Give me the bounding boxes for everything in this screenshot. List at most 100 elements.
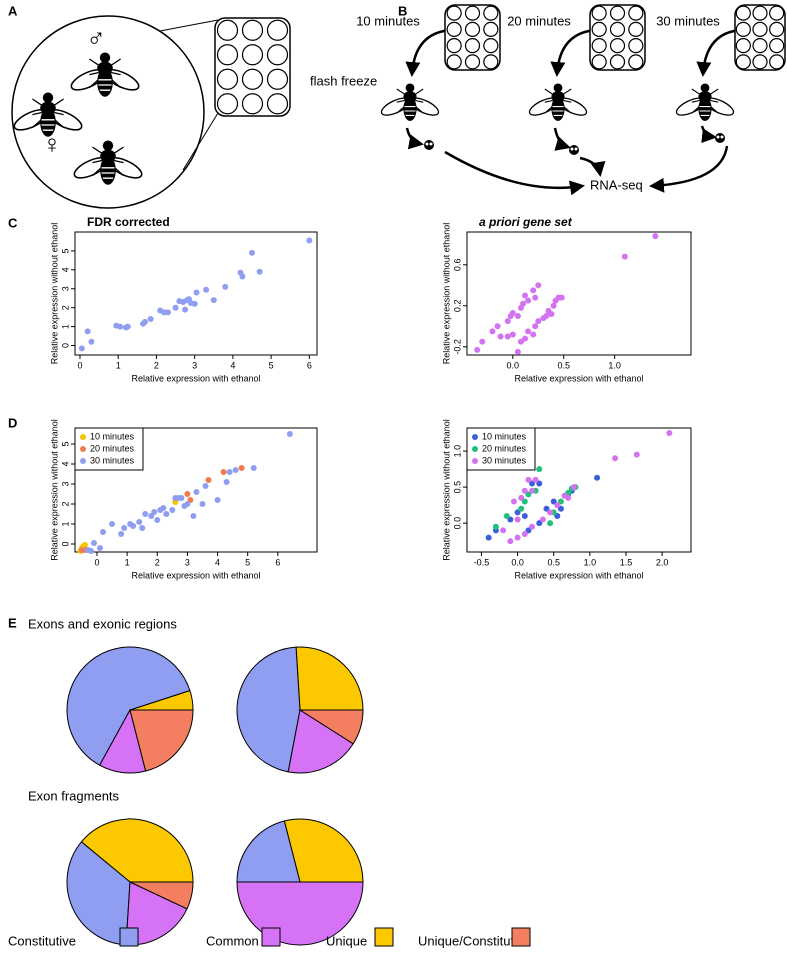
point xyxy=(163,511,170,517)
plate-body xyxy=(589,4,646,71)
point xyxy=(652,233,659,240)
plate-well xyxy=(609,38,626,54)
y-tick-label: 4 xyxy=(60,461,70,466)
x-tick-label: 2 xyxy=(155,557,160,567)
eye xyxy=(720,135,724,139)
plate-well xyxy=(241,19,264,41)
plate-well xyxy=(483,54,499,70)
x-tick-label: -0.5 xyxy=(474,557,490,567)
plate xyxy=(214,17,291,117)
y-axis-label: Relative expression without ethanol xyxy=(49,223,59,365)
fly-thorax xyxy=(403,91,417,103)
panel-label: D xyxy=(8,415,17,430)
point xyxy=(530,331,537,338)
point xyxy=(504,318,511,325)
point xyxy=(202,483,209,489)
plate-well xyxy=(216,44,239,66)
x-tick-label: 5 xyxy=(245,557,250,567)
plate-well xyxy=(752,21,768,37)
fly-head xyxy=(700,83,710,93)
head xyxy=(569,145,579,155)
point xyxy=(190,513,197,519)
pie-slice xyxy=(129,709,194,772)
plate-well xyxy=(735,54,751,70)
chart-title: a priori gene set xyxy=(479,215,573,229)
pie-chart: Exons and exonic regions xyxy=(28,616,194,774)
y-axis-label: Relative expression without ethanol xyxy=(441,223,451,365)
point xyxy=(514,313,521,320)
point xyxy=(547,509,554,516)
legend-swatch xyxy=(119,927,139,947)
legend-label: 30 minutes xyxy=(482,455,527,465)
point xyxy=(205,477,212,483)
plate-well xyxy=(216,19,239,41)
point xyxy=(87,548,94,554)
magnifier xyxy=(11,15,205,209)
fly-body xyxy=(97,68,113,97)
point xyxy=(193,489,200,495)
time-label: 20 minutes xyxy=(507,13,571,28)
panel-label: A xyxy=(8,3,18,18)
x-tick-label: 2 xyxy=(154,360,159,370)
point xyxy=(521,512,528,519)
point xyxy=(525,297,532,304)
fly-stripes xyxy=(404,106,416,116)
fly-icon xyxy=(73,140,143,185)
pie-slice xyxy=(295,646,364,711)
plate-well xyxy=(483,5,499,21)
y-tick-label: 2 xyxy=(60,501,70,506)
plot-frame xyxy=(74,427,318,553)
point xyxy=(154,517,161,523)
point xyxy=(550,302,557,309)
eye xyxy=(425,142,429,146)
x-tick-label: 6 xyxy=(275,557,280,567)
point xyxy=(539,516,546,523)
y-tick-label: 4 xyxy=(60,267,70,272)
point xyxy=(118,531,125,537)
x-tick-label: 0 xyxy=(77,360,82,370)
y-tick-label: 1 xyxy=(60,324,70,329)
y-tick-label: 3 xyxy=(60,286,70,291)
fly-head xyxy=(99,52,111,63)
plot-frame xyxy=(466,427,692,553)
rna-seq-label: RNA-seq xyxy=(590,177,643,192)
x-tick-label: 0.0 xyxy=(511,557,524,567)
plate-well xyxy=(464,38,481,54)
point xyxy=(503,512,510,519)
fly-head xyxy=(102,140,114,151)
fly-thorax xyxy=(97,61,113,75)
legend-label: 20 minutes xyxy=(90,443,135,453)
x-tick-label: 0.5 xyxy=(547,557,560,567)
point xyxy=(525,476,532,483)
pie-row-title: Exons and exonic regions xyxy=(28,616,177,631)
legend-box xyxy=(74,427,144,471)
point xyxy=(509,309,516,316)
plate-well xyxy=(216,93,239,115)
fly-thorax xyxy=(40,101,56,115)
point xyxy=(494,323,501,330)
plate-well xyxy=(752,38,768,54)
point xyxy=(525,328,532,335)
point xyxy=(485,534,492,541)
point xyxy=(256,268,263,275)
pie-slice xyxy=(80,818,194,883)
point xyxy=(160,505,167,511)
point xyxy=(238,465,245,471)
point xyxy=(529,487,536,494)
scatter-chart: 0 1 2 3 4 5 6 0 1 2 3 4 5 Relative expression with et… xyxy=(49,419,318,580)
plate-well xyxy=(752,54,768,70)
fly-leg xyxy=(691,99,702,103)
plate-well xyxy=(483,38,499,54)
fly-leg xyxy=(413,99,424,103)
plate-well xyxy=(609,54,626,70)
fly-icon xyxy=(13,92,83,137)
fly-head-icon xyxy=(715,133,725,143)
point xyxy=(532,294,539,301)
y-tick-label: 0.6 xyxy=(452,259,462,272)
fly-icon xyxy=(528,83,588,121)
plate-well xyxy=(735,5,751,21)
point xyxy=(510,498,517,505)
plate-well xyxy=(591,38,607,54)
